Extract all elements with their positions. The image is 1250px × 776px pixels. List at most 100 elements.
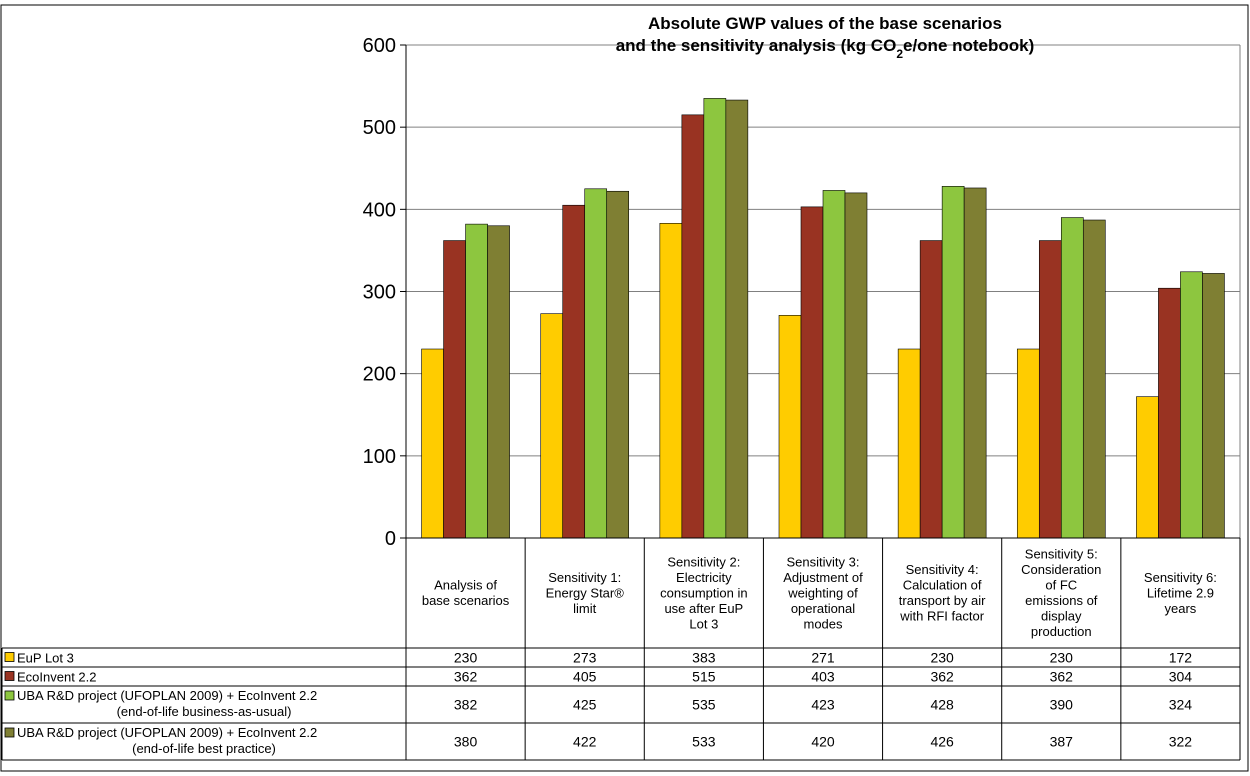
table-value-s3-c1: 382: [454, 697, 478, 713]
table-value-s4-c6: 387: [1050, 734, 1074, 750]
category-label-7-line-1: Sensitivity 6:: [1144, 570, 1217, 585]
legend-label-1: EuP Lot 3: [17, 651, 74, 666]
category-label-6-line-2: Consideration: [1021, 562, 1101, 577]
bar-s3-c3: [703, 98, 727, 539]
table-value-s3-c2: 425: [573, 697, 597, 713]
bar-s4-c3: [725, 99, 749, 539]
bar-s3-c7: [1180, 271, 1203, 539]
table-value-s4-c1: 380: [454, 734, 478, 750]
table-value-s4-c7: 322: [1169, 734, 1193, 750]
category-label-1-line-2: base scenarios: [422, 593, 510, 608]
table-value-s3-c7: 324: [1169, 697, 1193, 713]
category-label-2-line-1: Sensitivity 1:: [548, 570, 621, 585]
bar-s3-c4: [822, 190, 846, 539]
category-label-2-line-3: limit: [573, 601, 596, 616]
bar-s2-c3: [681, 114, 705, 539]
outer-frame: [0, 4, 1249, 772]
category-label-4-line-2: Adjustment of: [783, 570, 863, 585]
table-value-s1-c1: 230: [454, 650, 478, 666]
bar-s3-c6: [1060, 217, 1084, 539]
category-label-6-line-1: Sensitivity 5:: [1025, 547, 1098, 562]
bar-s4-c5: [963, 187, 987, 539]
bar-s4-c6: [1082, 219, 1106, 539]
bar-s1-c2: [540, 313, 564, 539]
y-tick-label-1: 100: [363, 446, 396, 468]
y-tick-label-3: 300: [363, 282, 396, 304]
legend-label-4-line-1: UBA R&D project (UFOPLAN 2009) + EcoInve…: [17, 725, 317, 740]
category-label-7-line-2: Lifetime 2.9: [1147, 585, 1214, 600]
legend-label-4-line-2: (end-of-life best practice): [132, 741, 276, 756]
table-value-s2-c4: 403: [811, 669, 835, 685]
category-label-6-line-5: display: [1041, 609, 1082, 624]
table-value-s2-c5: 362: [930, 669, 954, 685]
category-label-6-line-3: of FC: [1045, 578, 1077, 593]
legend-swatch-3: [4, 690, 15, 701]
category-label-2-line-2: Energy Star®: [546, 585, 625, 600]
bar-s3-c2: [584, 188, 608, 539]
chart-title-line-2: and the sensitivity analysis (kg CO2e/on…: [616, 36, 1035, 61]
category-label-5-line-4: with RFI factor: [899, 609, 984, 624]
y-tick-label-6: 600: [363, 35, 396, 57]
table-value-s3-c3: 535: [692, 697, 716, 713]
table-value-s2-c2: 405: [573, 669, 597, 685]
y-tick-label-0: 0: [385, 528, 396, 550]
category-label-5-line-3: transport by air: [899, 593, 986, 608]
bar-s3-c5: [941, 186, 965, 539]
table-value-s4-c2: 422: [573, 734, 597, 750]
table-value-s2-c6: 362: [1050, 669, 1074, 685]
table-value-s1-c4: 271: [811, 650, 835, 666]
chart-title-line-1: Absolute GWP values of the base scenario…: [648, 14, 1002, 33]
category-label-3-line-3: consumption in: [660, 585, 747, 600]
table-value-s1-c5: 230: [930, 650, 954, 666]
table-value-s1-c2: 273: [573, 650, 597, 666]
bar-s2-c4: [800, 206, 824, 539]
bar-s1-c1: [421, 348, 444, 539]
legend-swatch-1: [4, 652, 15, 662]
bar-s1-c6: [1016, 348, 1040, 539]
y-tick-label-5: 500: [363, 117, 396, 139]
table-value-s2-c3: 515: [692, 669, 716, 685]
category-label-4-line-5: modes: [803, 616, 843, 631]
category-label-4-line-4: operational: [791, 601, 855, 616]
table-value-s1-c3: 383: [692, 650, 716, 666]
category-label-3-line-4: use after EuP: [664, 601, 743, 616]
table-value-s1-c6: 230: [1050, 650, 1074, 666]
category-label-3-line-5: Lot 3: [689, 616, 718, 631]
y-tick-label-2: 200: [363, 364, 396, 386]
legend-swatch-2: [4, 671, 15, 681]
table-value-s3-c4: 423: [811, 697, 835, 713]
category-label-5-line-2: Calculation of: [903, 578, 982, 593]
bar-s2-c2: [562, 204, 586, 539]
table-value-s3-c5: 428: [930, 697, 954, 713]
bar-s1-c3: [659, 223, 683, 539]
bar-s4-c4: [844, 192, 868, 539]
bar-s2-c5: [919, 240, 943, 539]
legend-label-2: EcoInvent 2.2: [17, 670, 97, 685]
bar-s4-c1: [487, 225, 510, 539]
y-tick-label-4: 400: [363, 199, 396, 221]
bar-s3-c1: [465, 223, 488, 539]
legend-label-3-line-2: (end-of-life business-as-usual): [117, 704, 292, 719]
bar-s2-c6: [1038, 240, 1062, 539]
table-value-s2-c7: 304: [1169, 669, 1193, 685]
table-value-s3-c6: 390: [1050, 697, 1074, 713]
bar-s2-c1: [443, 240, 466, 539]
bar-s1-c7: [1136, 396, 1159, 539]
table-value-s4-c4: 420: [811, 734, 835, 750]
bar-s1-c5: [897, 348, 921, 539]
bar-s4-c7: [1202, 273, 1225, 539]
table-value-s1-c7: 172: [1169, 650, 1193, 666]
table-value-s4-c5: 426: [930, 734, 954, 750]
legend-label-3-line-1: UBA R&D project (UFOPLAN 2009) + EcoInve…: [17, 688, 317, 703]
bar-s4-c2: [606, 190, 630, 539]
legend-swatch-4: [4, 727, 15, 738]
table-value-s2-c1: 362: [454, 669, 478, 685]
category-label-3-line-2: Electricity: [676, 570, 732, 585]
bar-s1-c4: [778, 315, 802, 539]
category-label-7-line-3: years: [1165, 601, 1197, 616]
category-label-4-line-3: weighting of: [787, 585, 858, 600]
category-label-5-line-1: Sensitivity 4:: [906, 562, 979, 577]
category-label-6-line-4: emissions of: [1025, 593, 1098, 608]
